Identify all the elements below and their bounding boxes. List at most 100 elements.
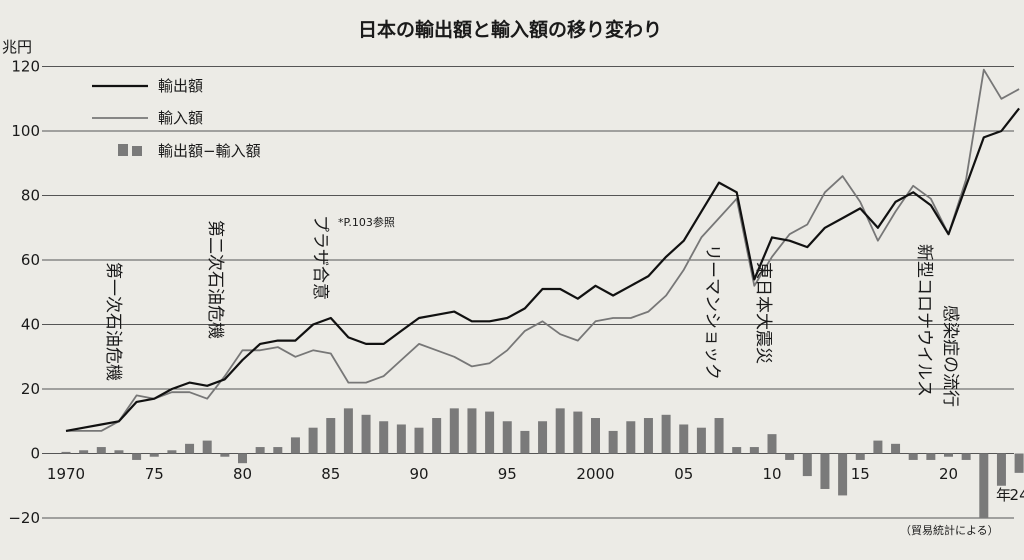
balance-bar bbox=[290, 437, 300, 454]
annotation-oil-crisis-1: 第一次石油危機 bbox=[103, 262, 123, 381]
source-note: （貿易統計による） bbox=[900, 523, 999, 537]
annotation-pandemic: 感染症の流行 bbox=[940, 305, 960, 407]
balance-bar bbox=[785, 453, 795, 460]
balance-bar bbox=[255, 447, 265, 454]
balance-bar bbox=[396, 424, 406, 454]
balance-bar bbox=[326, 418, 336, 454]
balance-bar bbox=[238, 453, 247, 464]
y-tick-label: 0 bbox=[30, 445, 40, 463]
balance-bar bbox=[696, 427, 706, 454]
balance-bar bbox=[855, 453, 865, 460]
balance-bar bbox=[591, 418, 600, 454]
y-tick-label: 80 bbox=[21, 187, 40, 205]
balance-bar bbox=[79, 450, 89, 454]
balance-bar bbox=[732, 447, 742, 454]
x-tick-label: 80 bbox=[233, 465, 252, 483]
annotation-footnote-ref: *P.103参照 bbox=[338, 215, 395, 229]
chart-title: 日本の輸出額と輸入額の移り変わり bbox=[358, 18, 662, 41]
balance-bar bbox=[502, 421, 512, 454]
balance-bar bbox=[449, 408, 459, 454]
balance-bar bbox=[220, 453, 230, 457]
balance-bars bbox=[61, 408, 1024, 518]
balance-bar bbox=[820, 453, 830, 489]
balance-bar bbox=[961, 453, 971, 460]
legend-balance-swatch bbox=[132, 146, 142, 156]
annotations: 第一次石油危機 第二次石油危機 プラザ合意 *P.103参照 リーマンショック … bbox=[103, 215, 960, 407]
balance-bar bbox=[608, 430, 618, 454]
legend-balance-label: 輸出額−輸入額 bbox=[158, 142, 261, 160]
x-tick-label: 20 bbox=[939, 465, 958, 483]
balance-bar bbox=[573, 411, 583, 454]
balance-bar bbox=[167, 450, 177, 454]
annotation-covid: 新型コロナウイルス bbox=[914, 244, 934, 397]
balance-bar bbox=[361, 414, 371, 454]
x-axis-unit: 年 bbox=[996, 486, 1011, 504]
balance-bar bbox=[520, 430, 530, 454]
x-tick-label: 2000 bbox=[576, 465, 614, 483]
balance-bar bbox=[273, 447, 283, 454]
balance-bar bbox=[379, 421, 389, 454]
x-tick-label: 95 bbox=[498, 465, 517, 483]
trade-lines bbox=[65, 68, 1020, 432]
y-tick-label: 100 bbox=[11, 122, 40, 140]
balance-bar bbox=[485, 411, 495, 454]
x-tick-label: 10 bbox=[762, 465, 781, 483]
balance-bar bbox=[61, 451, 71, 454]
balance-bar bbox=[908, 453, 918, 460]
balance-bar bbox=[555, 408, 565, 454]
import-line bbox=[66, 68, 1020, 432]
balance-bar bbox=[1014, 453, 1024, 473]
balance-bar bbox=[996, 453, 1006, 486]
export-line bbox=[65, 107, 1020, 432]
y-tick-labels: −20 0 20 40 60 80 100 120 bbox=[8, 58, 40, 528]
annotation-east-japan-earthquake: 東日本大震災 bbox=[753, 262, 773, 364]
balance-bar bbox=[767, 434, 777, 454]
x-tick-label: 85 bbox=[321, 465, 340, 483]
balance-bar bbox=[926, 453, 936, 460]
annotation-plaza-accord: プラザ合意 bbox=[310, 215, 330, 300]
balance-bar bbox=[96, 447, 106, 454]
balance-bar bbox=[432, 418, 442, 454]
legend: 輸出額 輸入額 輸出額−輸入額 bbox=[92, 77, 261, 160]
legend-export-label: 輸出額 bbox=[158, 77, 203, 95]
balance-bar bbox=[661, 414, 671, 454]
balance-bar bbox=[749, 447, 759, 454]
balance-bar bbox=[679, 424, 689, 454]
legend-import-label: 輸入額 bbox=[158, 109, 203, 127]
balance-bar bbox=[414, 427, 424, 454]
legend-balance-swatch bbox=[118, 144, 128, 156]
balance-bar bbox=[979, 453, 989, 518]
balance-bar bbox=[308, 427, 318, 454]
balance-bar bbox=[838, 453, 848, 496]
y-tick-label: 120 bbox=[11, 58, 40, 76]
y-tick-label: 20 bbox=[21, 380, 40, 398]
x-tick-label: 05 bbox=[674, 465, 693, 483]
balance-bar bbox=[891, 443, 901, 454]
x-tick-label: 90 bbox=[409, 465, 428, 483]
balance-bar bbox=[343, 408, 353, 454]
x-tick-label: 24 bbox=[1010, 486, 1024, 504]
y-tick-label: 60 bbox=[21, 251, 40, 269]
balance-bar bbox=[643, 418, 653, 454]
balance-bar bbox=[538, 421, 548, 454]
balance-bar bbox=[873, 440, 883, 454]
balance-bar bbox=[802, 453, 812, 477]
annotation-oil-crisis-2: 第二次石油危機 bbox=[205, 220, 225, 339]
balance-bar bbox=[149, 453, 159, 457]
y-tick-label: −20 bbox=[8, 509, 40, 527]
balance-bar bbox=[185, 443, 195, 454]
x-tick-label: 1970 bbox=[47, 465, 85, 483]
x-tick-labels: 1970 75 80 85 90 95 2000 05 10 15 20 24 bbox=[47, 465, 1024, 504]
y-tick-label: 40 bbox=[21, 316, 40, 334]
balance-bar bbox=[714, 418, 724, 454]
annotation-lehman-shock: リーマンショック bbox=[702, 244, 722, 380]
balance-bar bbox=[944, 453, 953, 457]
balance-bar bbox=[202, 440, 212, 454]
balance-bar bbox=[114, 450, 124, 454]
balance-bar bbox=[132, 453, 142, 460]
y-axis-unit: 兆円 bbox=[2, 38, 32, 56]
balance-bar bbox=[626, 421, 636, 454]
x-tick-label: 15 bbox=[851, 465, 870, 483]
balance-bar bbox=[467, 408, 477, 454]
